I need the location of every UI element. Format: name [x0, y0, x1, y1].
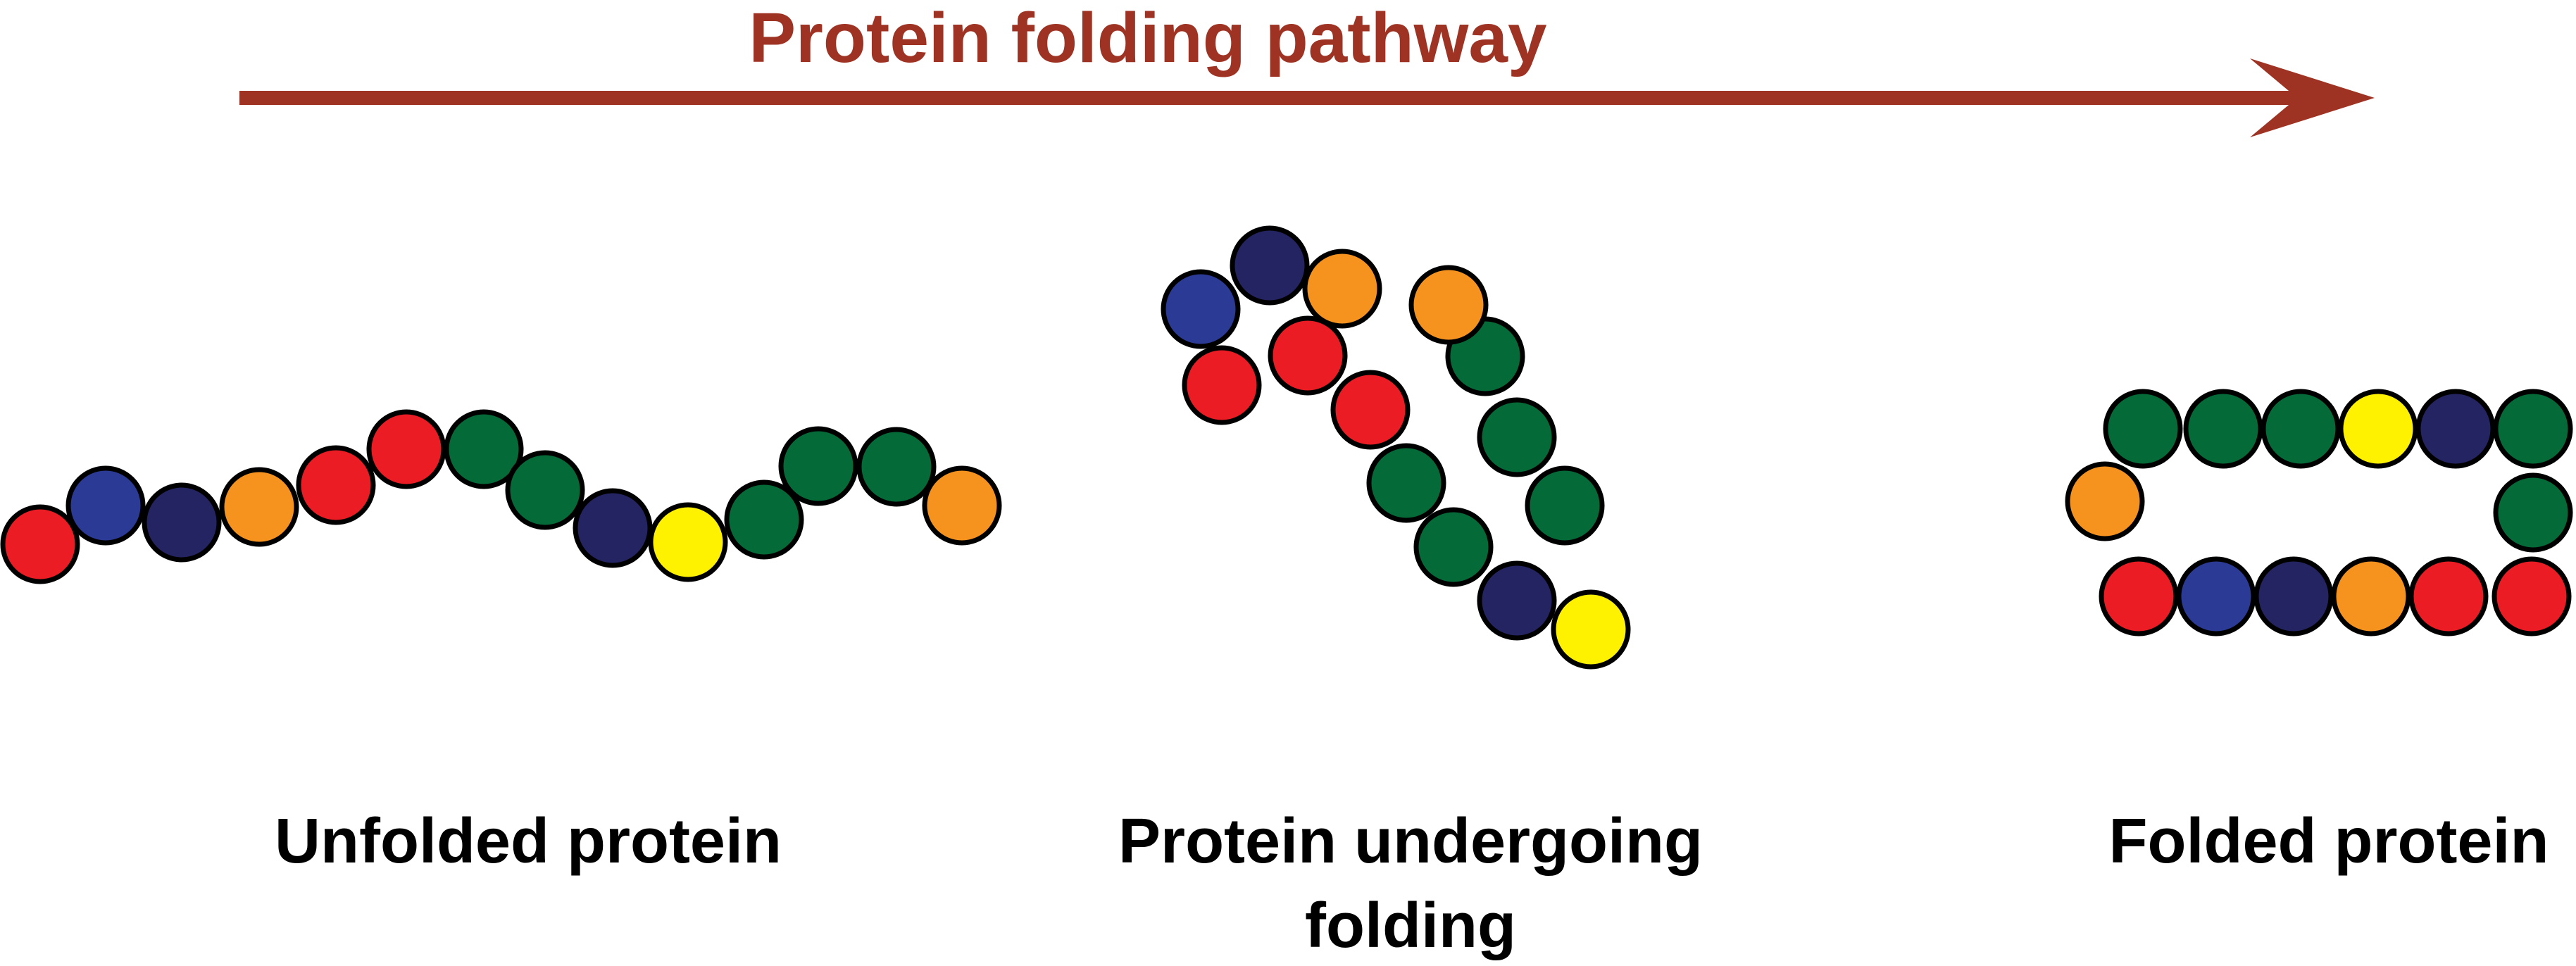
- pathway-arrow-shaft: [239, 91, 2338, 105]
- folded-protein-chain: [2065, 389, 2573, 636]
- unfolded-bead-blue: [65, 465, 146, 546]
- folding-bead-yellow: [1551, 589, 1631, 670]
- folding-bead-green: [1366, 443, 1446, 523]
- folded-bead-navy: [2253, 556, 2334, 636]
- folding-bead-red: [1330, 370, 1411, 450]
- folding-bead-blue: [1161, 269, 1241, 349]
- diagram-title: Protein folding pathway: [749, 0, 1547, 77]
- unfolded-bead-green: [856, 427, 937, 507]
- pathway-arrow-head: [2250, 58, 2375, 137]
- folding-bead-green: [1413, 507, 1494, 587]
- unfolded-bead-green: [724, 479, 804, 560]
- folded-bead-green: [2103, 389, 2183, 469]
- unfolded-bead-red: [366, 409, 446, 489]
- folding-bead-navy: [1230, 225, 1310, 306]
- unfolded-bead-orange: [219, 467, 299, 547]
- folding-protein-chain: [1161, 225, 1631, 670]
- folded-bead-blue: [2176, 556, 2256, 636]
- folding-bead-green: [1477, 397, 1557, 477]
- folded-bead-green: [2493, 472, 2573, 553]
- unfolded-protein-label: Unfolded protein: [275, 806, 782, 877]
- folding-bead-green: [1525, 465, 1605, 546]
- folded-bead-red: [2408, 556, 2489, 636]
- folded-bead-orange: [2331, 556, 2411, 636]
- unfolded-bead-orange: [922, 465, 1002, 546]
- folding-bead-red: [1268, 315, 1348, 396]
- unfolded-protein-chain: [0, 409, 1002, 584]
- folded-protein-label: Folded protein: [2109, 806, 2549, 877]
- folded-bead-yellow: [2338, 389, 2418, 469]
- folding-bead-orange: [1302, 249, 1382, 329]
- folded-bead-orange: [2065, 461, 2145, 541]
- folding-bead-red: [1182, 345, 1262, 425]
- folded-bead-green: [2183, 389, 2263, 469]
- folding-protein-label-line-1: Protein undergoing: [1118, 806, 1703, 877]
- folded-bead-green: [2493, 389, 2573, 469]
- folding-bead-orange: [1408, 265, 1489, 345]
- unfolded-bead-green: [505, 450, 585, 530]
- folding-protein-label-line-2: folding: [1305, 891, 1516, 961]
- unfolded-bead-red: [0, 504, 80, 584]
- folded-bead-green: [2261, 389, 2341, 469]
- pathway-arrow: [239, 58, 2375, 137]
- folded-bead-red: [2491, 556, 2572, 636]
- folded-bead-red: [2099, 556, 2179, 636]
- unfolded-bead-red: [296, 445, 376, 525]
- unfolded-bead-green: [778, 426, 858, 506]
- unfolded-bead-green: [444, 409, 524, 489]
- unfolded-bead-navy: [573, 488, 653, 568]
- unfolded-bead-navy: [142, 482, 222, 563]
- unfolded-bead-yellow: [648, 502, 728, 582]
- folding-bead-navy: [1477, 560, 1557, 641]
- folded-bead-navy: [2415, 389, 2496, 469]
